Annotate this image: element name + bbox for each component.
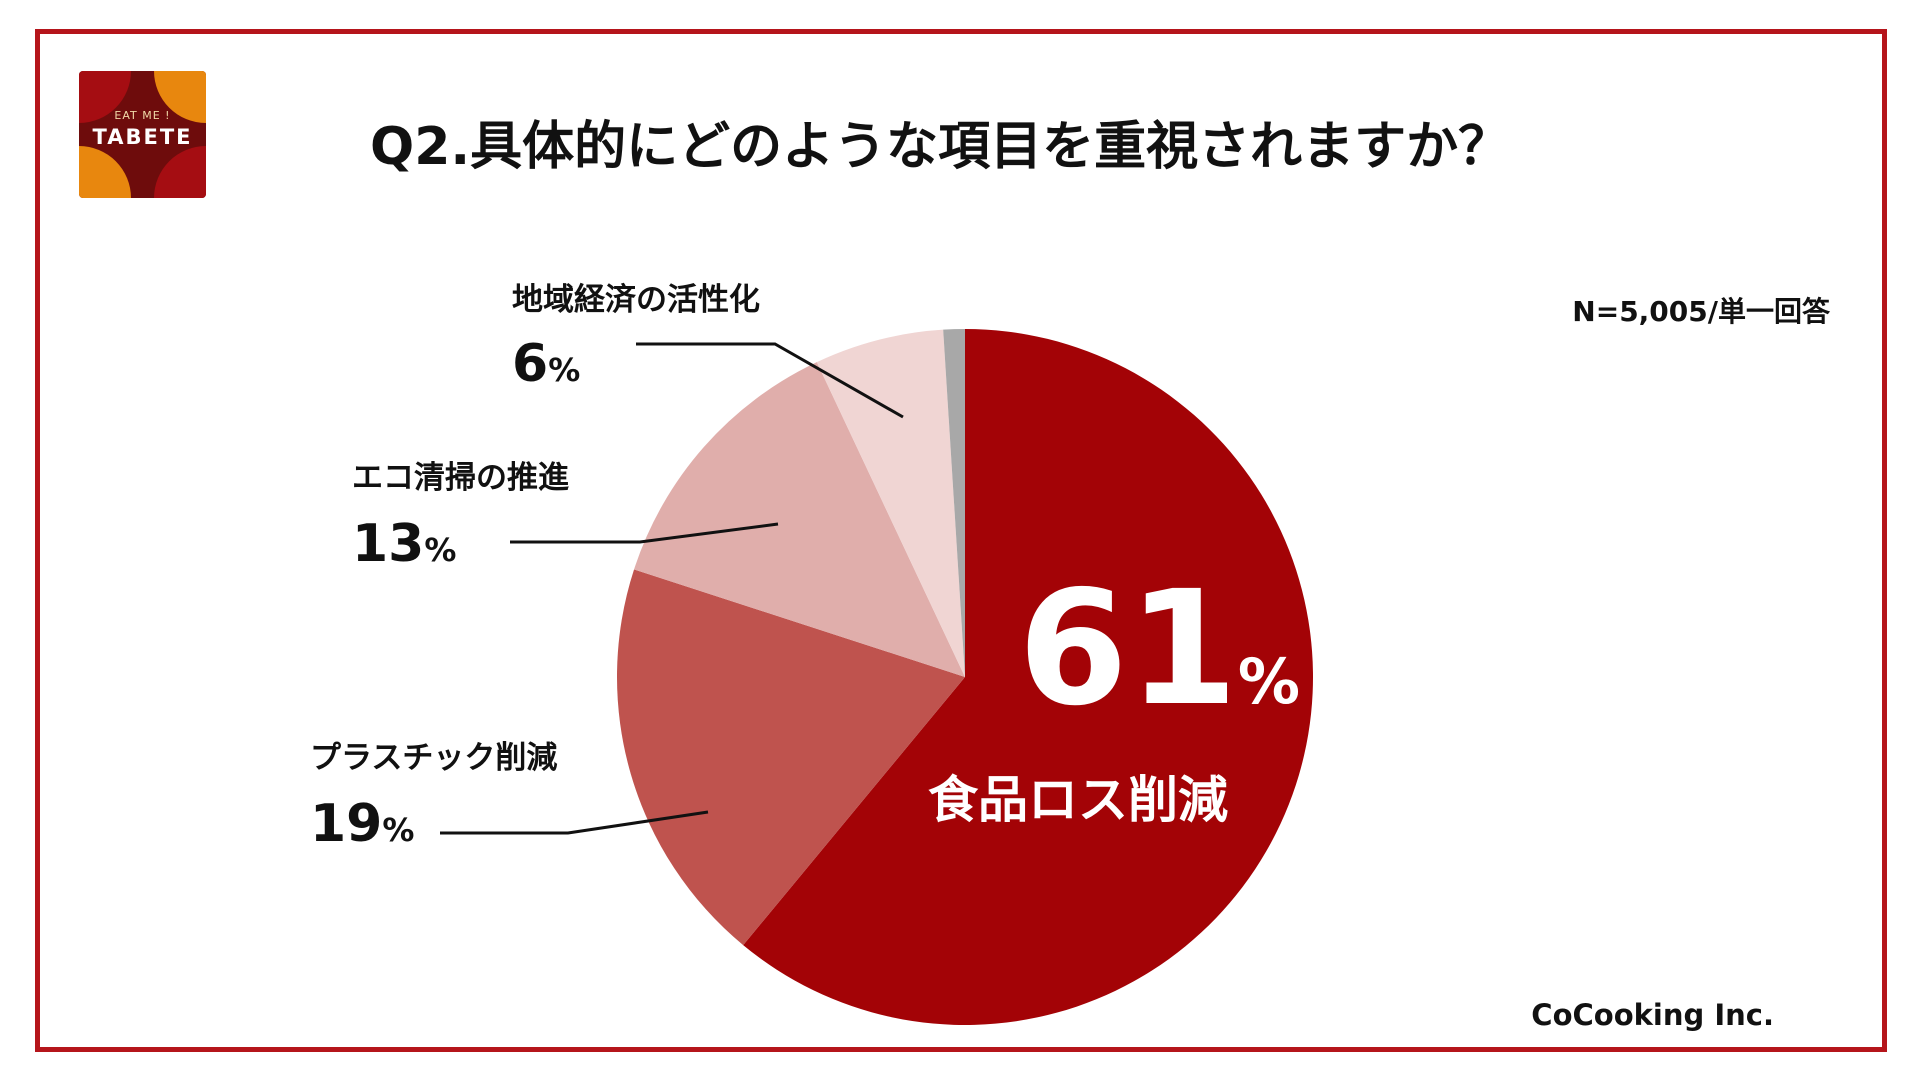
- label-chiiki-percent-unit: %: [548, 351, 581, 389]
- label-food-loss-percent-value: 61: [1018, 557, 1238, 741]
- logo-graphic: [79, 71, 206, 198]
- label-chiiki-percent: 6%: [512, 338, 580, 390]
- logo-wordmark: TABETE: [92, 125, 193, 149]
- pie-slice-eco-cleaning: [634, 362, 965, 677]
- label-food-loss-percent: 61%: [1018, 570, 1300, 728]
- pie-slices: [617, 329, 1314, 1025]
- company-credit: CoCooking Inc.: [1531, 998, 1774, 1032]
- pie-slice-other: [943, 329, 965, 677]
- slide-frame: [35, 29, 1887, 1052]
- pie-slice-food-loss: [743, 329, 1314, 1025]
- label-eco-name: エコ清掃の推進: [352, 460, 569, 496]
- label-food-loss-name: 食品ロス削減: [928, 771, 1228, 829]
- label-eco-percent: 13%: [352, 518, 456, 570]
- leader-lines: [440, 342, 904, 835]
- sample-size-note: N=5,005/単一回答: [1572, 295, 1830, 328]
- label-plastic-name: プラスチック削減: [310, 740, 558, 776]
- label-chiiki-percent-value: 6: [512, 334, 549, 394]
- pie-slice-plastic: [617, 569, 965, 946]
- chart-title: Q2.具体的にどのような項目を重視されますか？: [370, 117, 1511, 177]
- logo-tagline: EAT ME !: [114, 109, 171, 122]
- label-plastic-percent-unit: %: [382, 811, 415, 849]
- label-plastic-percent-value: 19: [310, 794, 383, 854]
- leader-line-eco: [510, 522, 779, 544]
- label-eco-percent-unit: %: [424, 531, 457, 569]
- label-chiiki-name: 地域経済の活性化: [512, 282, 760, 318]
- pie-slice-regional-economy: [816, 329, 965, 677]
- label-eco-percent-value: 13: [352, 514, 425, 574]
- leader-line-chiiki: [636, 342, 904, 419]
- tabete-logo: EAT ME ! TABETE: [79, 71, 206, 198]
- label-food-loss-percent-unit: %: [1237, 645, 1300, 718]
- label-plastic-percent: 19%: [310, 798, 414, 850]
- leader-line-plastic: [440, 810, 709, 835]
